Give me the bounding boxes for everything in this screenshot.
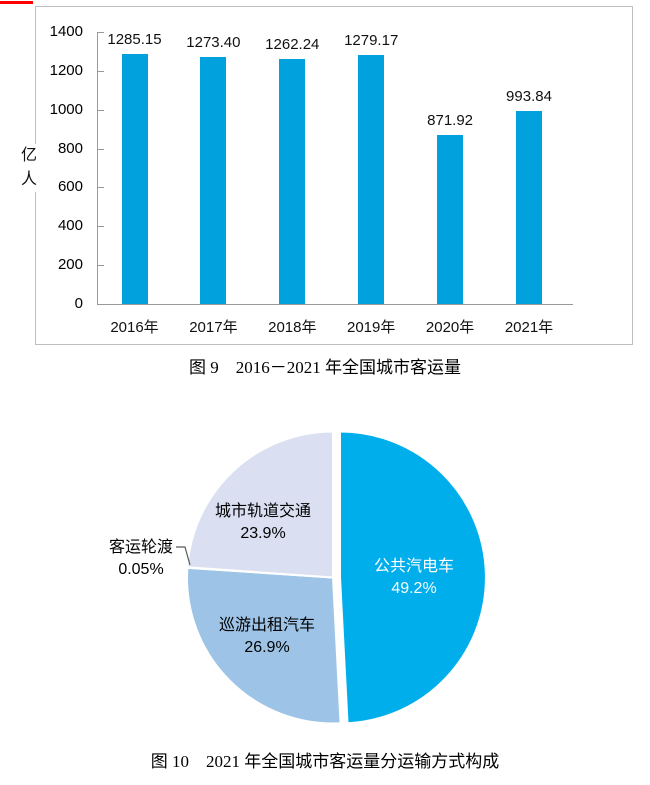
y-tick-mark [98,226,104,228]
bar [279,58,306,304]
bar-value-label: 871.92 [427,111,474,129]
bar-value-label: 993.84 [506,87,552,105]
x-axis-line [97,304,573,305]
figure10-caption: 图 10 2021 年全国城市客运量分运输方式构成 [150,752,500,771]
x-category-label: 2021年 [504,319,554,336]
pie-label-transit-pct: 23.9% [240,525,286,542]
bar [437,134,464,304]
y-tick-label: 1200 [49,61,83,79]
bar-value-label: 1279.17 [344,32,399,50]
pie-label-taxi-pct: 26.9% [244,639,290,656]
y-tick-label: 800 [57,139,83,157]
bar-chart-frame: 亿人 0 200 400 600 800 1000 1200 1400 1285.15 2016年… [19,6,633,345]
bar [358,55,385,304]
x-category-label: 2016年 [110,319,159,336]
y-tick-mark [98,109,104,111]
pie-label-ferry-name: 客运轮渡 [108,539,173,556]
y-tick-label: 1000 [49,100,83,118]
y-tick-mark [98,32,104,33]
pie-label-transit: 城市轨道交通 23.9% [183,501,343,544]
bar-value-label: 1262.24 [265,35,320,53]
y-tick-label: 200 [57,256,83,274]
y-axis-line [97,32,98,305]
bar-value-label: 1285.15 [107,31,162,49]
pie-label-bus-pct: 49.2% [391,580,437,597]
bar [121,54,148,304]
x-category-label: 2017年 [189,319,238,336]
x-category-label: 2020年 [425,319,475,336]
x-category-label: 2018年 [268,319,317,336]
y-tick-mark [98,70,104,72]
x-category-label: 2019年 [347,319,396,336]
bar-value-label: 1273.40 [186,33,241,51]
red-page-mark [0,1,33,4]
y-tick-label: 1400 [49,23,83,40]
y-axis-title: 亿人 [19,144,39,192]
figure9-caption: 图 9 2016－2021 年全国城市客运量 [189,358,461,377]
y-tick-label: 400 [57,217,83,235]
pie-label-taxi: 巡游出租汽车 26.9% [187,615,347,658]
pie-label-bus: 公共汽电车 49.2% [334,556,494,599]
pie-label-bus-name: 公共汽电车 [373,558,454,575]
pie-label-transit-name: 城市轨道交通 [214,503,311,520]
pie-label-ferry-pct: 0.05% [118,561,164,578]
y-tick-label: 0 [74,295,83,312]
pie-label-taxi-name: 巡游出租汽车 [218,617,315,634]
bar [516,110,542,304]
y-tick-label: 600 [57,178,83,196]
y-tick-mark [98,148,104,150]
y-tick-mark [98,265,104,267]
bar [200,56,227,304]
y-tick-mark [98,187,104,189]
pie-slice-2 [186,566,334,579]
y-tick-mark [98,304,104,305]
pie-label-ferry: 客运轮渡 0.05% [81,537,201,580]
